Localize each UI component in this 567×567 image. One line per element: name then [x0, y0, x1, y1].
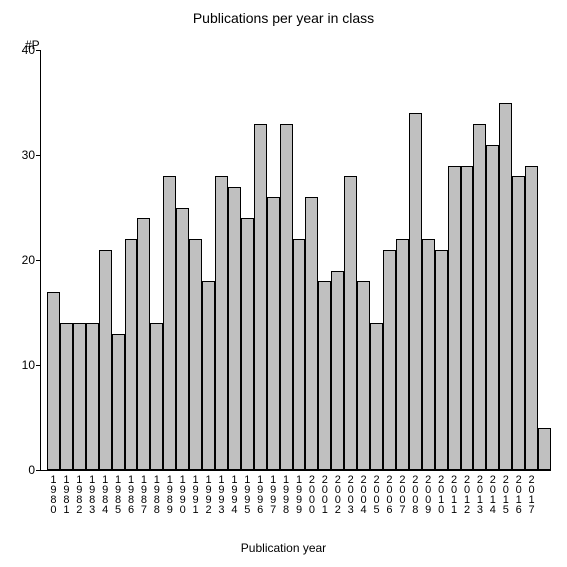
- x-tick-label: 2002: [331, 474, 343, 514]
- x-tick-label: 1986: [124, 474, 136, 514]
- bar: [293, 239, 306, 470]
- bar: [47, 292, 60, 471]
- x-tick-label: 1987: [137, 474, 149, 514]
- y-tick-label: 0: [7, 463, 35, 477]
- bar: [60, 323, 73, 470]
- bars-group: [41, 50, 551, 470]
- bar: [86, 323, 99, 470]
- x-tick-label: 1994: [227, 474, 239, 514]
- bar: [331, 271, 344, 471]
- bar: [215, 176, 228, 470]
- x-tick-label: 1995: [240, 474, 252, 514]
- y-tick-label: 20: [7, 253, 35, 267]
- bar: [202, 281, 215, 470]
- y-tick-mark: [36, 260, 40, 261]
- x-tick-label: 2005: [370, 474, 382, 514]
- x-tick-label: 2016: [512, 474, 524, 514]
- y-tick-label: 30: [7, 148, 35, 162]
- bar: [357, 281, 370, 470]
- y-tick-label: 40: [7, 43, 35, 57]
- bar: [280, 124, 293, 471]
- y-tick-mark: [36, 50, 40, 51]
- chart-title: Publications per year in class: [0, 10, 567, 26]
- x-tick-label: 1983: [85, 474, 97, 514]
- bar: [473, 124, 486, 471]
- x-tick-label: 2001: [318, 474, 330, 514]
- x-tick-label: 2009: [421, 474, 433, 514]
- x-tick-label: 2006: [382, 474, 394, 514]
- bar: [125, 239, 138, 470]
- bar: [422, 239, 435, 470]
- y-tick-mark: [36, 155, 40, 156]
- x-tick-label: 2000: [305, 474, 317, 514]
- x-tick-label: 1991: [189, 474, 201, 514]
- bar: [409, 113, 422, 470]
- bar: [448, 166, 461, 471]
- x-tick-label: 1989: [163, 474, 175, 514]
- bar: [344, 176, 357, 470]
- x-axis-label: Publication year: [0, 541, 567, 555]
- x-tick-label: 1980: [46, 474, 58, 514]
- x-tick-label: 2012: [460, 474, 472, 514]
- bar: [525, 166, 538, 471]
- bar: [538, 428, 551, 470]
- bar: [396, 239, 409, 470]
- x-tick-label: 1982: [72, 474, 84, 514]
- x-tick-label: 1984: [98, 474, 110, 514]
- bar: [383, 250, 396, 471]
- x-tick-label: 1990: [176, 474, 188, 514]
- x-tick-label: 2014: [486, 474, 498, 514]
- bar: [305, 197, 318, 470]
- bar: [150, 323, 163, 470]
- plot-area: [40, 50, 551, 471]
- bar: [228, 187, 241, 471]
- bar: [499, 103, 512, 471]
- x-tick-label: 2017: [525, 474, 537, 514]
- x-tick-label: 2008: [408, 474, 420, 514]
- bar: [137, 218, 150, 470]
- bar: [512, 176, 525, 470]
- y-tick-mark: [36, 365, 40, 366]
- bar: [267, 197, 280, 470]
- bar: [241, 218, 254, 470]
- x-tick-label: 2015: [499, 474, 511, 514]
- x-tick-label: 2010: [434, 474, 446, 514]
- x-tick-label: 1985: [111, 474, 123, 514]
- chart-container: Publications per year in class #P Public…: [0, 0, 567, 567]
- y-tick-mark: [36, 470, 40, 471]
- x-tick-label: 2011: [447, 474, 459, 514]
- x-tick-label: 2004: [357, 474, 369, 514]
- x-tick-label: 2003: [344, 474, 356, 514]
- bar: [435, 250, 448, 471]
- x-tick-label: 1997: [266, 474, 278, 514]
- bar: [461, 166, 474, 471]
- x-tick-label: 1981: [59, 474, 71, 514]
- bar: [189, 239, 202, 470]
- x-tick-label: 2007: [395, 474, 407, 514]
- bar: [99, 250, 112, 471]
- bar: [73, 323, 86, 470]
- x-tick-label: 1993: [214, 474, 226, 514]
- bar: [254, 124, 267, 471]
- bar: [176, 208, 189, 471]
- x-tick-label: 1999: [292, 474, 304, 514]
- bar: [318, 281, 331, 470]
- y-tick-label: 10: [7, 358, 35, 372]
- x-tick-label: 1998: [279, 474, 291, 514]
- x-tick-label: 1992: [202, 474, 214, 514]
- bar: [370, 323, 383, 470]
- bar: [486, 145, 499, 471]
- x-tick-label: 1996: [253, 474, 265, 514]
- bar: [163, 176, 176, 470]
- x-tick-label: 1988: [150, 474, 162, 514]
- bar: [112, 334, 125, 471]
- x-tick-label: 2013: [473, 474, 485, 514]
